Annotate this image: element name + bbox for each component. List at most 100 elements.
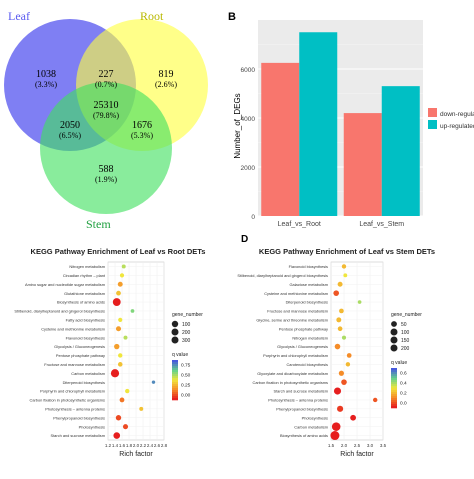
kegg-stem-point: [331, 422, 341, 431]
kegg-root-pathway-label: Fatty acid biosynthesis: [66, 317, 105, 322]
bar-ytick-label: 2000: [241, 165, 256, 172]
kegg-stem-pathway-label: Diterpenoid biosynthesis: [286, 300, 328, 305]
kegg-root-color-legend-label: 0.00: [181, 393, 191, 399]
kegg-stem-colorbar-segment: [391, 402, 397, 405]
kegg-stem-point: [339, 308, 344, 314]
kegg-stem-colorbar-segment: [391, 398, 397, 401]
venn-label-leaf: Leaf: [8, 9, 30, 23]
kegg-stem-color-legend-title: q value: [391, 360, 407, 366]
venn-count-stem-only: 588: [99, 164, 114, 175]
kegg-root-colorbar-segment: [172, 386, 178, 389]
kegg-stem-point: [337, 405, 344, 412]
kegg-stem-pathway-label: Flavonoid biosynthesis: [289, 264, 328, 269]
venn-count-leaf-only: 1038: [36, 69, 56, 80]
kegg-root-colorbar-segment: [172, 378, 178, 381]
kegg-stem-colorbar-segment: [391, 392, 397, 395]
kegg-root-colorbar-segment: [172, 398, 178, 401]
kegg-root-color-legend-title: q value: [172, 352, 188, 358]
venn-count-root-stem: 1676: [132, 120, 152, 131]
kegg-root-pathway-label: Phenylpropanoid biosynthesis: [53, 415, 105, 420]
bar-chart: B Number_of_DEGs 0 2000 4000 6000 Leaf_vs_R…: [228, 11, 474, 228]
kegg-stem-colorbar-segment: [391, 372, 397, 375]
kegg-stem-pathway-label: Photosynthesis: [302, 415, 328, 420]
kegg-stem-point: [333, 290, 340, 296]
kegg-stem-point: [346, 353, 352, 358]
kegg-stem-point: [337, 281, 343, 287]
kegg-root-colorbar-segment: [172, 392, 178, 395]
kegg-root-pathway-label: Amino sugar and nucleotide sugar metabol…: [25, 282, 105, 287]
venn-count-leaf-root: 227: [99, 69, 114, 80]
kegg-root-pathway-label: Cysteine and methionine metabolism: [41, 326, 105, 331]
kegg-stem-size-legend-label: 50: [401, 322, 407, 328]
kegg-stem-pathway-label: Glycine, serine and threonine metabolism: [256, 317, 328, 322]
bar-legend-swatch: [428, 120, 437, 129]
kegg-root-colorbar-segment: [172, 368, 178, 371]
kegg-stem-point: [337, 326, 343, 332]
kegg-root-point: [117, 281, 123, 287]
kegg-root-point: [130, 309, 135, 313]
kegg-root-size-legend-label: 100: [182, 322, 191, 328]
kegg-root-title: KEGG Pathway Enrichment of Leaf vs Root …: [31, 247, 206, 256]
kegg-stem-pathway-label: Phenylpropanoid biosynthesis: [276, 406, 328, 411]
kegg-root-point: [139, 406, 144, 411]
kegg-stem-pathway-label: Biosynthesis of amino acids: [280, 433, 328, 438]
kegg-stem-pathway-label: Fructose and mannose metabolism: [267, 309, 328, 314]
kegg-stem-size-legend-dot: [391, 321, 397, 327]
kegg-stem-chart: D KEGG Pathway Enrichment of Leaf vs Stem…: [237, 234, 435, 458]
kegg-stem-colorbar-segment: [391, 378, 397, 381]
venn-circle-stem: [40, 82, 172, 214]
kegg-stem-pathway-label: Photosynthesis – antenna proteins: [268, 398, 328, 403]
kegg-stem-xtick-label: 1.5: [328, 443, 335, 448]
kegg-root-xtick-label: 1.2: [105, 443, 112, 448]
kegg-stem-colorbar-segment: [391, 390, 397, 393]
kegg-root-pathway-label: Glutathione metabolism: [64, 291, 105, 296]
kegg-stem-title: KEGG Pathway Enrichment of Leaf vs Stem …: [259, 247, 435, 256]
kegg-root-colorbar-segment: [172, 384, 178, 387]
kegg-stem-point: [343, 273, 348, 278]
kegg-stem-size-legend-dot: [390, 328, 398, 336]
kegg-root-point: [119, 273, 125, 278]
kegg-root-point: [121, 264, 126, 269]
kegg-root-pathway-label: Pentose phosphate pathway: [56, 353, 105, 358]
kegg-stem-point: [357, 300, 362, 304]
kegg-stem-pathway-label: Glyoxylate and dicarboxylate metabolism: [257, 371, 328, 376]
kegg-stem-pathway-label: Carotenoid biosynthesis: [286, 362, 328, 367]
bar-xtick-label: Leaf_vs_Root: [278, 221, 321, 228]
kegg-stem-color-legend-label: 0.6: [400, 371, 407, 377]
kegg-stem-colorbar-segment: [391, 382, 397, 385]
venn-label-stem: Stem: [86, 217, 111, 231]
kegg-root-point: [117, 362, 123, 367]
bar-ylabel: Number_of_DEGs: [233, 93, 242, 158]
panel-letter-b: B: [228, 11, 236, 23]
kegg-stem-pathway-label: Cysteine and methionine metabolism: [264, 291, 328, 296]
kegg-root-pathway-label: Nitrogen metabolism: [69, 264, 105, 269]
kegg-root-xtick-label: 1.6: [119, 443, 126, 448]
kegg-stem-colorbar-segment: [391, 374, 397, 377]
kegg-stem-point: [330, 431, 340, 441]
kegg-root-colorbar-segment: [172, 390, 178, 393]
kegg-root-point: [151, 380, 156, 384]
venn-pct-root-stem: (5.3%): [131, 131, 153, 140]
kegg-root-point: [110, 369, 120, 378]
kegg-root-chart: KEGG Pathway Enrichment of Leaf vs Root …: [14, 247, 206, 458]
kegg-root-colorbar-segment: [172, 370, 178, 373]
kegg-root-xtick-label: 1.8: [126, 443, 133, 448]
kegg-stem-point: [338, 370, 344, 376]
kegg-root-size-legend-dot: [171, 328, 179, 336]
kegg-root-colorbar-segment: [172, 376, 178, 379]
kegg-root-xtick-label: 2.2: [140, 443, 147, 448]
kegg-stem-pathway-label: Carbon metabolism: [294, 424, 328, 429]
kegg-stem-xlabel: Rich factor: [340, 451, 374, 458]
venn-pct-all: (79.8%): [93, 111, 119, 120]
kegg-root-size-legend-dot: [171, 320, 179, 328]
kegg-stem-panel: D KEGG Pathway Enrichment of Leaf vs Stem…: [237, 232, 474, 474]
venn-pct-leaf-only: (3.3%): [35, 80, 57, 89]
kegg-root-colorbar-segment: [172, 394, 178, 397]
kegg-root-colorbar-segment: [172, 366, 178, 369]
kegg-stem-size-legend-dot: [390, 344, 398, 352]
kegg-stem-color-legend-label: 0.0: [400, 401, 407, 407]
kegg-stem-xtick-label: 2.0: [341, 443, 348, 448]
bar-ytick-label: 0: [251, 214, 255, 221]
kegg-stem-colorbar-segment: [391, 394, 397, 397]
kegg-root-pathway-label: Starch and sucrose metabolism: [51, 433, 106, 438]
